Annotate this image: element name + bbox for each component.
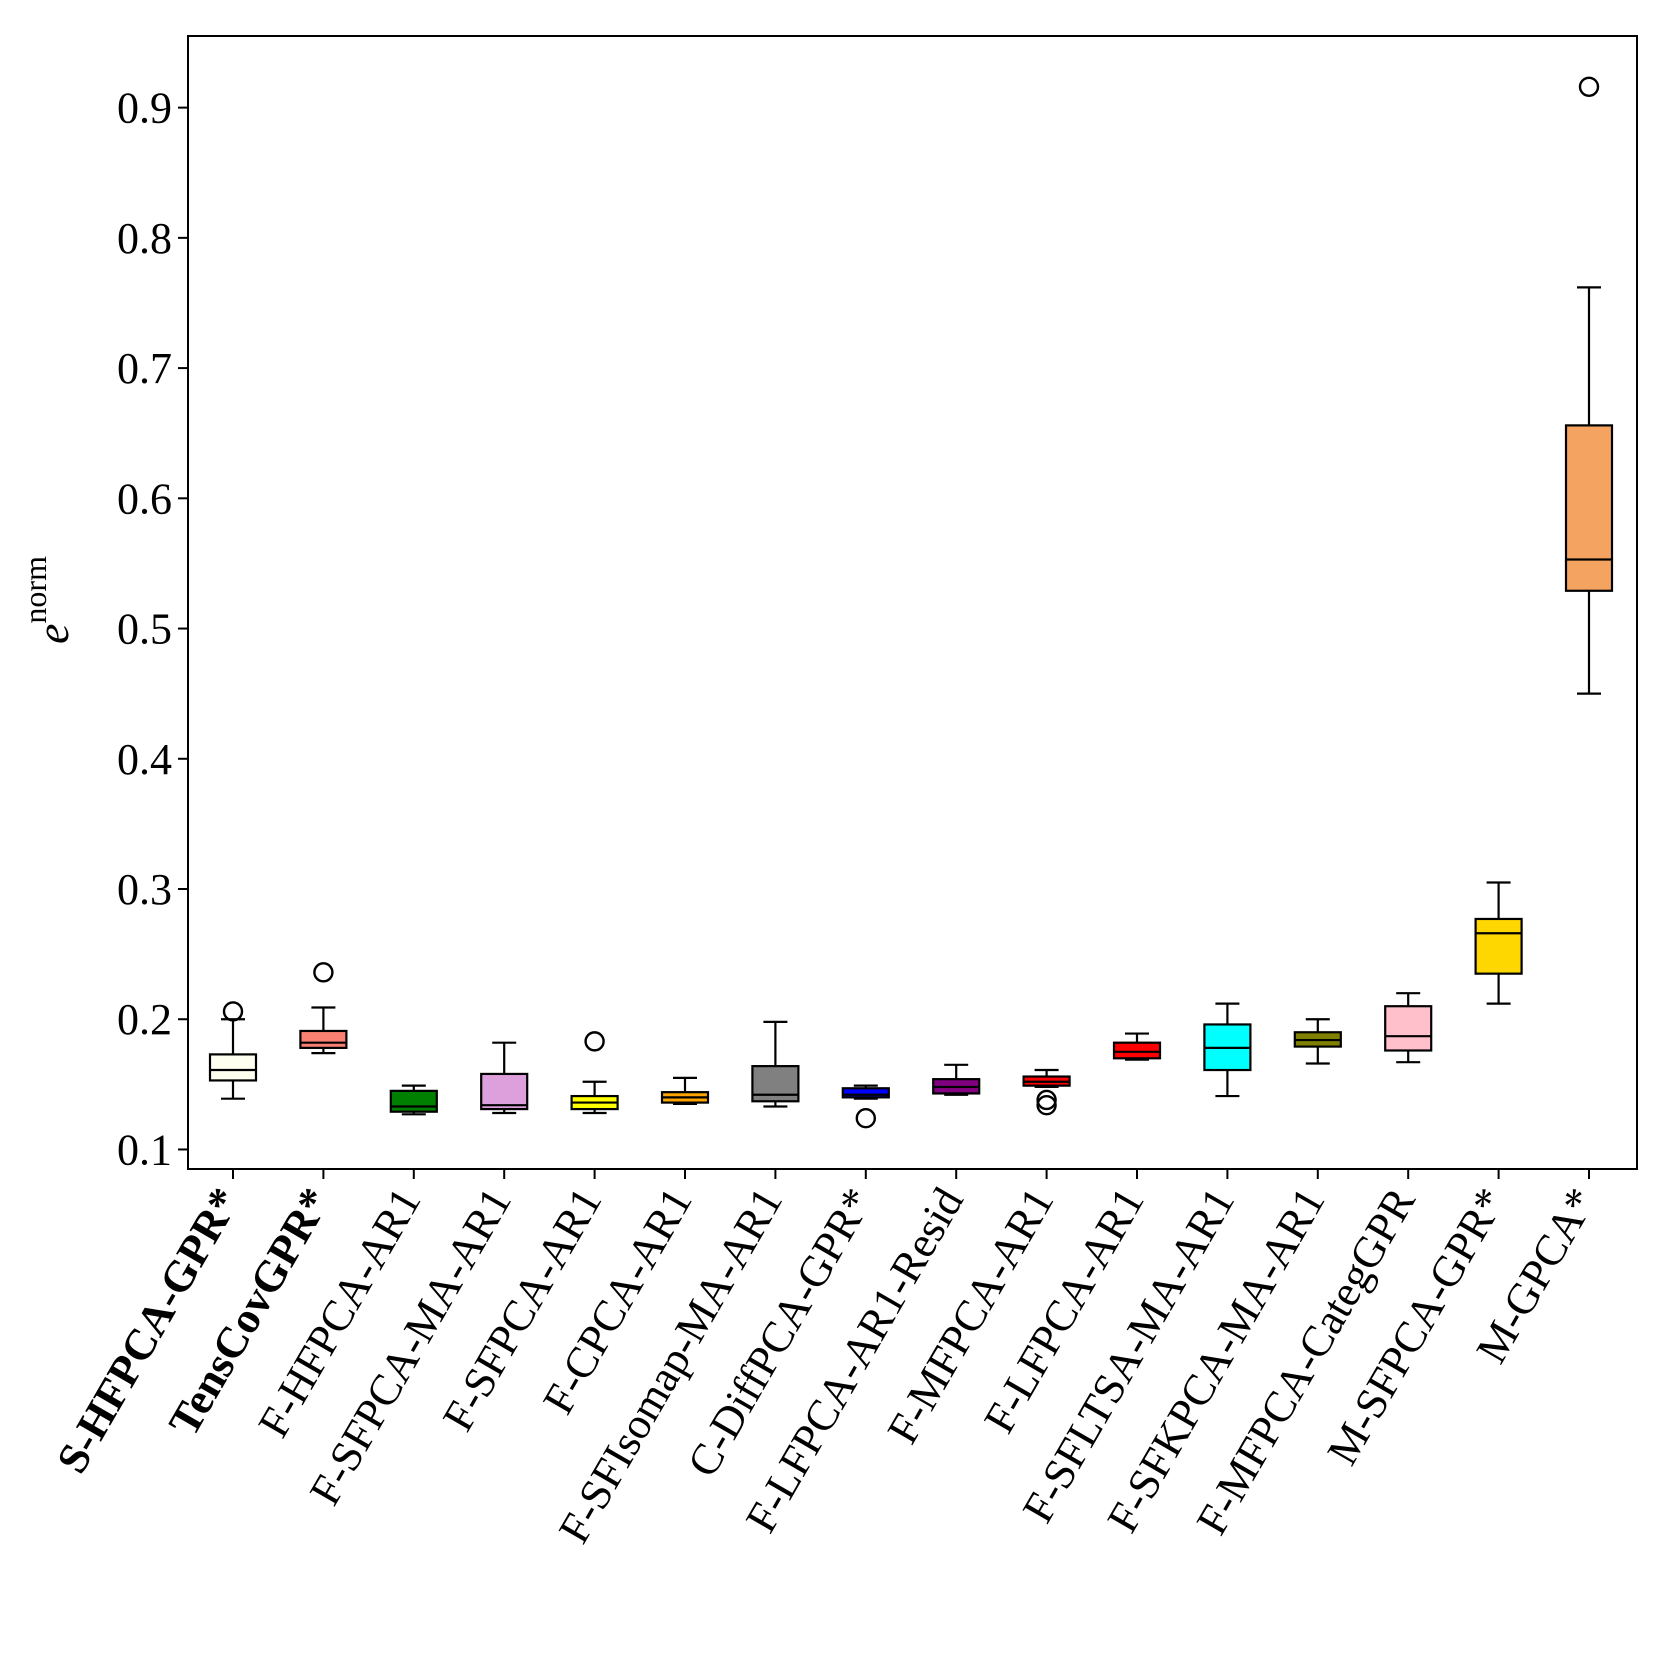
- outlier-point: [1578, 76, 1600, 97]
- outlier-point: [855, 1108, 876, 1129]
- box-series: [208, 76, 1614, 1129]
- box-group: [1112, 1032, 1162, 1061]
- outlier-point: [1036, 1094, 1057, 1116]
- box-iqr: [841, 1087, 890, 1099]
- box-group: [299, 962, 348, 1055]
- box-iqr: [1112, 1041, 1162, 1060]
- box-group: [1203, 1002, 1252, 1098]
- box-iqr: [1474, 917, 1523, 975]
- box-group: [1564, 76, 1614, 695]
- box-iqr: [208, 1053, 258, 1082]
- y-tick-label: 0.8: [117, 214, 172, 263]
- y-axis: 0.1 0.2 0.3 0.4 0.5 0.6 0.7 0.8 0.9: [117, 84, 188, 1174]
- y-tick-label: 0.1: [117, 1125, 172, 1174]
- box-iqr: [389, 1089, 438, 1113]
- outlier-point: [584, 1031, 605, 1052]
- y-tick-label: 0.9: [117, 84, 172, 133]
- y-tick-label: 0.2: [117, 995, 172, 1044]
- outlier-point: [222, 1001, 244, 1022]
- y-axis-label: enorm: [17, 556, 78, 644]
- y-axis-label-base: e: [27, 624, 78, 644]
- box-group: [841, 1084, 890, 1129]
- box-group: [208, 1001, 258, 1100]
- box-group: [1384, 992, 1433, 1064]
- box-iqr: [751, 1065, 800, 1103]
- box-group: [751, 1020, 800, 1108]
- plot-area-frame: [187, 35, 1638, 1170]
- box-group: [389, 1084, 438, 1116]
- box-iqr: [1384, 1005, 1433, 1052]
- y-tick-label: 0.5: [117, 605, 172, 654]
- y-axis-label-superscript: norm: [17, 556, 53, 624]
- box-group: [480, 1041, 529, 1115]
- y-tick-label: 0.6: [117, 474, 172, 523]
- y-tick-label: 0.7: [117, 344, 172, 393]
- box-group: [570, 1031, 619, 1115]
- box-iqr: [299, 1029, 348, 1049]
- outlier-point: [1036, 1089, 1057, 1111]
- x-axis: S-HFPCA-GPR*TensCovGPR*F-HFPCA-AR1F-SFPC…: [47, 1169, 1606, 1551]
- box-group: [1474, 881, 1523, 1005]
- box-iqr: [480, 1072, 529, 1111]
- box-group: [932, 1063, 981, 1096]
- box-group: [1022, 1068, 1071, 1116]
- box-group: [1293, 1018, 1342, 1065]
- box-group: [660, 1076, 710, 1105]
- y-tick-label: 0.3: [117, 865, 172, 914]
- box-iqr: [1564, 424, 1614, 592]
- y-tick-label: 0.4: [117, 735, 172, 784]
- outlier-point: [313, 962, 334, 983]
